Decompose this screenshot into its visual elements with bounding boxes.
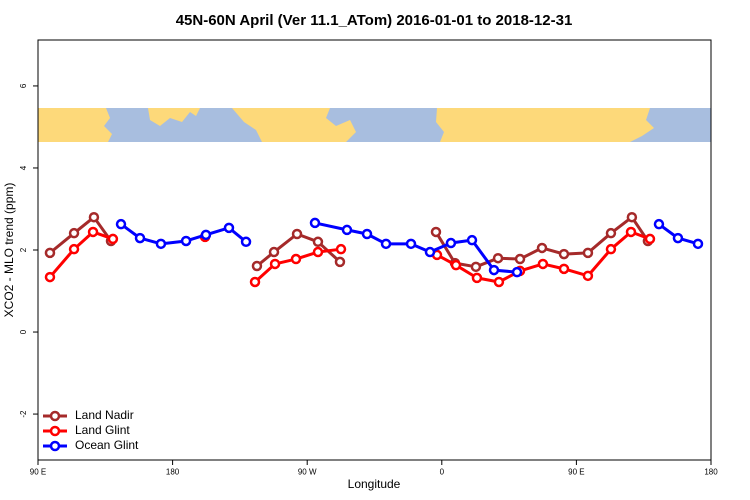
data-point (405, 238, 417, 250)
data-point (430, 226, 442, 238)
y-tick-label: 4 (19, 165, 28, 170)
data-point (488, 264, 500, 276)
legend-marker (49, 410, 61, 422)
y-tick-label: 6 (19, 83, 28, 88)
legend-label: Land Nadir (75, 408, 134, 422)
data-point (291, 228, 303, 240)
data-point (672, 232, 684, 244)
chart-title: 45N-60N April (Ver 11.1_ATom) 2016-01-01… (176, 12, 573, 29)
data-point (692, 238, 704, 250)
data-point (268, 246, 280, 258)
x-tick-label: 90 E (30, 468, 46, 477)
data-point (470, 261, 482, 273)
data-point (240, 236, 252, 248)
data-point (44, 271, 56, 283)
data-point (653, 218, 665, 230)
data-point (312, 246, 324, 258)
data-point (492, 252, 504, 264)
data-point (44, 247, 56, 259)
data-point (361, 228, 373, 240)
y-axis-label: XCO2 - MLO trend (ppm) (2, 183, 16, 318)
data-point (450, 259, 462, 271)
data-point (558, 263, 570, 275)
data-point (180, 235, 192, 247)
data-point (269, 258, 281, 270)
data-point (341, 224, 353, 236)
data-point (626, 211, 638, 223)
data-point (536, 242, 548, 254)
legend-label: Ocean Glint (75, 438, 139, 452)
data-point (424, 246, 436, 258)
data-point (155, 238, 167, 250)
data-point (251, 260, 263, 272)
data-point (68, 227, 80, 239)
data-point (493, 276, 505, 288)
legend-marker (49, 425, 61, 437)
data-point (134, 232, 146, 244)
legend-marker (49, 440, 61, 452)
data-point (445, 237, 457, 249)
y-tick-label: 2 (19, 247, 28, 252)
x-tick-label: 0 (440, 468, 445, 477)
data-point (466, 234, 478, 246)
y-tick-label: 0 (19, 329, 28, 334)
data-point (334, 256, 346, 268)
x-axis-label: Longitude (348, 477, 401, 491)
x-tick-label: 90 E (568, 468, 584, 477)
map-band (38, 108, 711, 142)
data-point (290, 253, 302, 265)
y-tick-label: -2 (19, 410, 28, 418)
data-point (107, 233, 119, 245)
x-tick-label: 90 W (298, 468, 317, 477)
data-point (312, 236, 324, 248)
data-point (558, 248, 570, 260)
data-point (335, 243, 347, 255)
data-point (249, 276, 261, 288)
data-point (68, 243, 80, 255)
data-point (582, 247, 594, 259)
data-point (511, 266, 523, 278)
data-point (605, 243, 617, 255)
data-point (471, 272, 483, 284)
x-tick-label: 180 (166, 468, 180, 477)
x-tick-label: 180 (704, 468, 718, 477)
data-point (537, 258, 549, 270)
legend-label: Land Glint (75, 423, 130, 437)
data-point (582, 270, 594, 282)
data-point (223, 222, 235, 234)
data-point (88, 211, 100, 223)
data-point (644, 233, 656, 245)
data-point (309, 217, 321, 229)
data-point (380, 238, 392, 250)
data-point (87, 226, 99, 238)
data-point (605, 227, 617, 239)
data-point (200, 229, 212, 241)
data-point (514, 253, 526, 265)
data-point (625, 226, 637, 238)
data-point (115, 218, 127, 230)
